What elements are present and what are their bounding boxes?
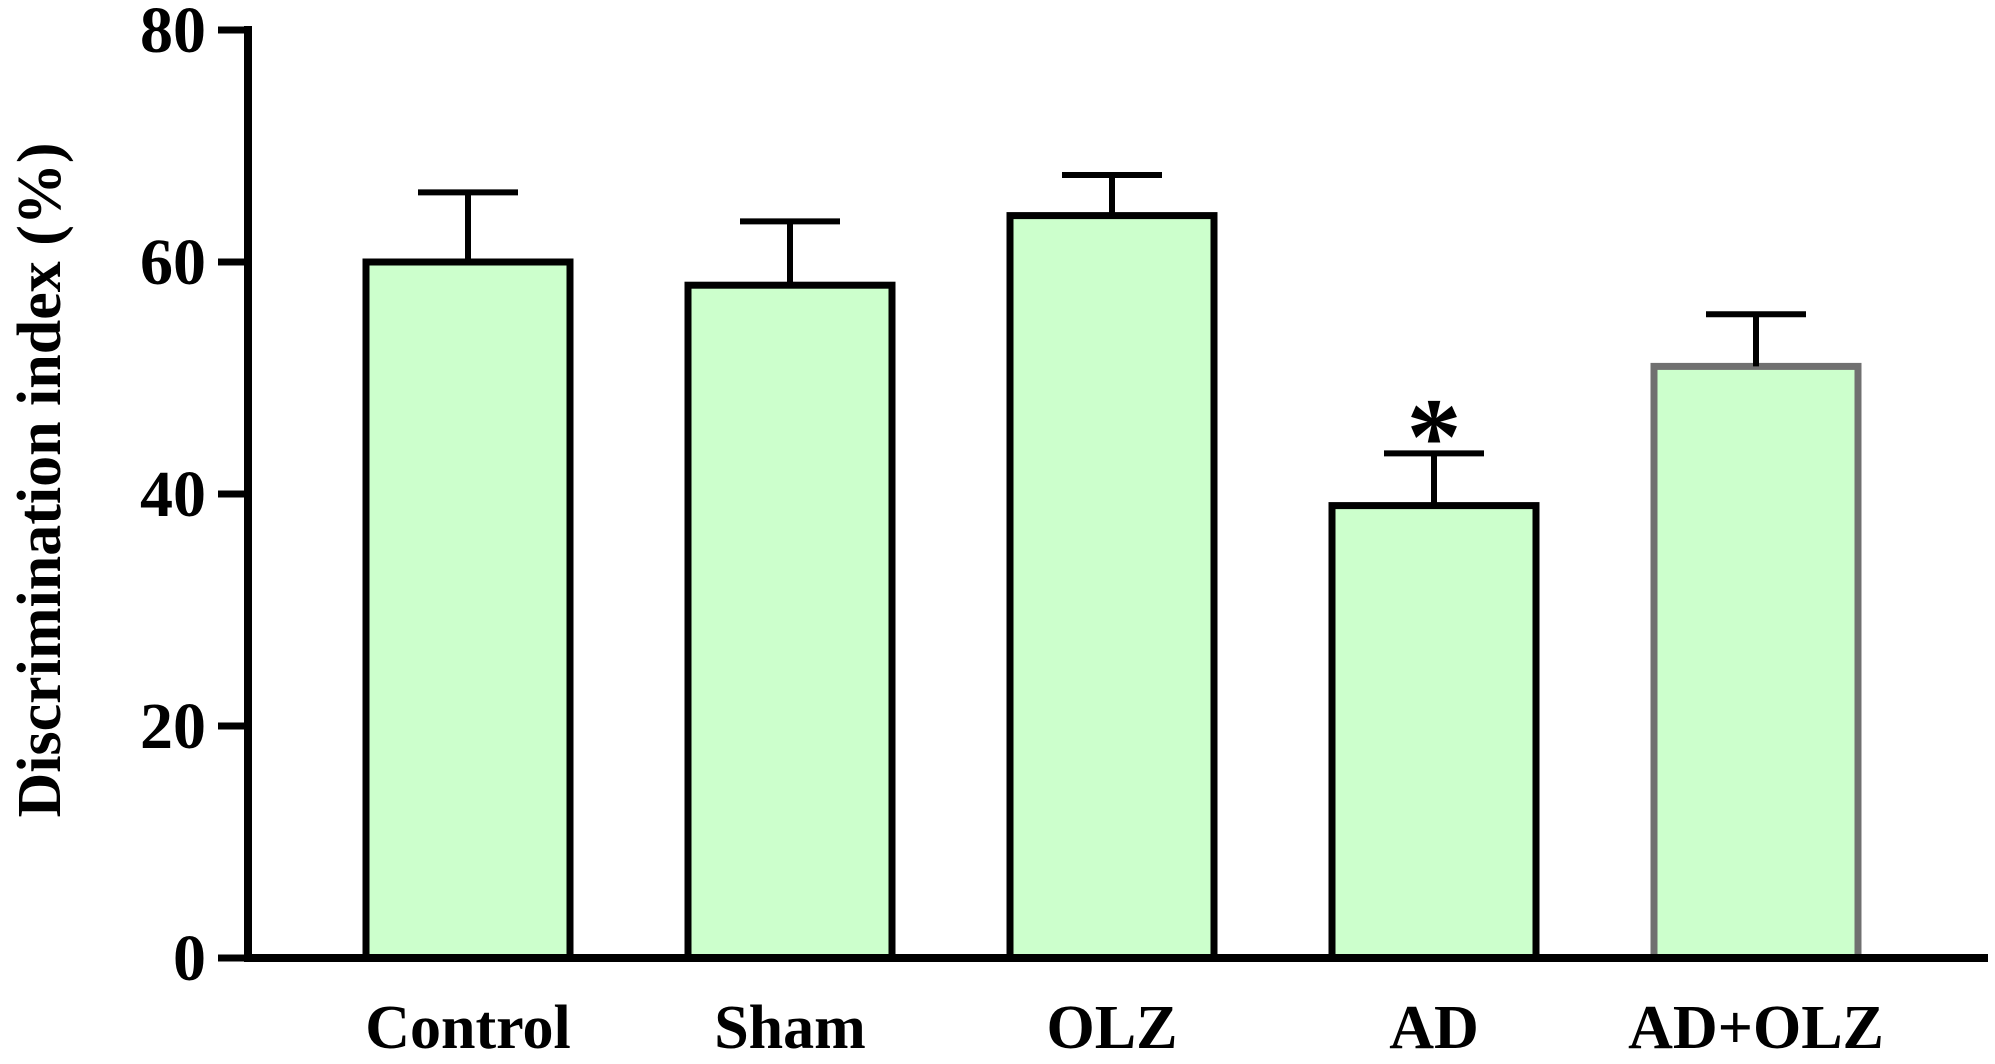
bars	[362, 212, 1862, 962]
y-tick-label: 60	[140, 226, 206, 299]
y-tick-label: 80	[140, 0, 206, 67]
y-axis-title: Discrimination index (%)	[6, 142, 74, 817]
category-label: Control	[365, 994, 571, 1062]
bar-ad	[1328, 502, 1540, 962]
category-label: AD	[1389, 994, 1479, 1062]
y-tick-label: 20	[140, 690, 206, 763]
annotations: *	[1407, 375, 1462, 497]
y-tick-label: 40	[140, 458, 206, 531]
category-labels: Control Sham OLZ AD AD+OLZ	[365, 994, 1884, 1062]
y-tick-label: 0	[173, 922, 206, 995]
category-label: AD+OLZ	[1628, 994, 1884, 1062]
category-label: Sham	[714, 994, 866, 1062]
bar-olz	[1006, 212, 1218, 962]
category-label: OLZ	[1047, 994, 1178, 1062]
y-axis-ticks: 0 20 40 60 80	[140, 0, 248, 995]
error-bars	[418, 172, 1806, 506]
axes	[244, 26, 1988, 962]
bar-ad-olz	[1650, 362, 1862, 962]
bar-control	[362, 258, 574, 962]
significance-asterisk: *	[1407, 375, 1462, 497]
bar-sham	[684, 281, 896, 962]
